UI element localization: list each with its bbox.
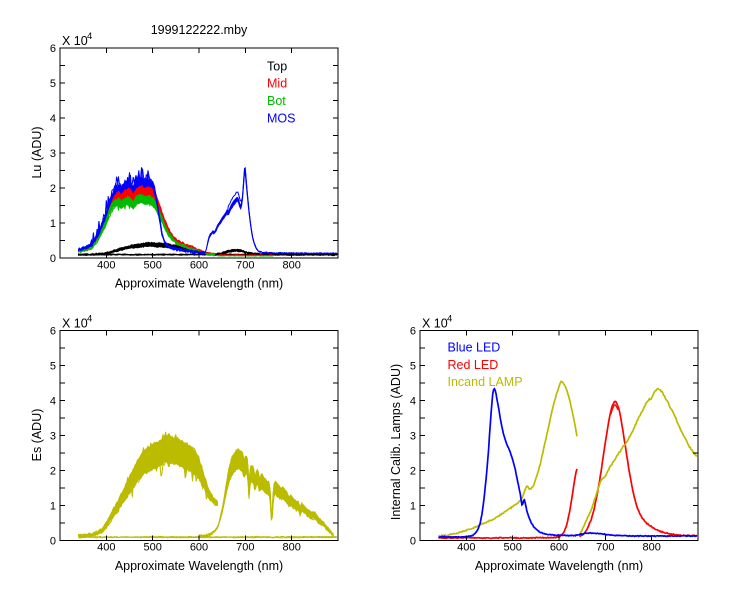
svg-text:Mid: Mid: [267, 77, 287, 91]
svg-text:600: 600: [190, 542, 208, 554]
svg-text:6: 6: [50, 43, 56, 55]
svg-text:0: 0: [410, 535, 416, 547]
svg-text:5: 5: [50, 78, 56, 90]
svg-text:2: 2: [410, 465, 416, 477]
svg-text:1: 1: [50, 218, 56, 230]
svg-text:500: 500: [504, 542, 522, 554]
svg-text:500: 500: [144, 542, 162, 554]
svg-text:1: 1: [50, 500, 56, 512]
svg-text:5: 5: [50, 360, 56, 372]
svg-text:MOS: MOS: [267, 111, 295, 125]
svg-text:X 10: X 10: [62, 34, 88, 48]
svg-text:2: 2: [50, 183, 56, 195]
svg-text:Red LED: Red LED: [448, 358, 499, 372]
svg-text:4: 4: [410, 395, 416, 407]
svg-text:Lu (ADU): Lu (ADU): [30, 126, 44, 178]
svg-text:4: 4: [87, 31, 92, 42]
svg-text:Incand LAMP: Incand LAMP: [448, 375, 523, 389]
svg-text:4: 4: [50, 113, 56, 125]
svg-text:Bot: Bot: [267, 94, 286, 108]
svg-text:3: 3: [410, 430, 416, 442]
svg-text:Approximate Wavelength (nm): Approximate Wavelength (nm): [475, 559, 643, 573]
svg-text:0: 0: [50, 535, 56, 547]
svg-text:4: 4: [50, 395, 56, 407]
svg-text:800: 800: [643, 542, 661, 554]
svg-text:800: 800: [283, 542, 301, 554]
svg-text:700: 700: [236, 259, 254, 271]
svg-text:400: 400: [457, 542, 475, 554]
svg-text:0: 0: [50, 253, 56, 265]
svg-text:2: 2: [50, 465, 56, 477]
svg-text:400: 400: [97, 259, 115, 271]
svg-text:X 10: X 10: [422, 316, 448, 330]
svg-text:Approximate Wavelength (nm): Approximate Wavelength (nm): [115, 277, 283, 291]
svg-text:4: 4: [447, 313, 452, 324]
svg-text:500: 500: [144, 259, 162, 271]
svg-text:600: 600: [190, 259, 208, 271]
svg-text:6: 6: [50, 325, 56, 337]
svg-text:Top: Top: [267, 59, 287, 73]
svg-text:X 10: X 10: [62, 316, 88, 330]
svg-text:Approximate Wavelength (nm): Approximate Wavelength (nm): [115, 559, 283, 573]
svg-text:Blue LED: Blue LED: [448, 341, 501, 355]
svg-text:700: 700: [596, 542, 614, 554]
svg-text:6: 6: [410, 325, 416, 337]
svg-text:400: 400: [97, 542, 115, 554]
svg-text:3: 3: [50, 430, 56, 442]
svg-text:5: 5: [410, 360, 416, 372]
svg-text:Es (ADU): Es (ADU): [30, 409, 44, 462]
svg-text:Internal Calib. Lamps (ADU): Internal Calib. Lamps (ADU): [389, 364, 403, 520]
svg-text:800: 800: [283, 259, 301, 271]
svg-text:4: 4: [87, 313, 92, 324]
svg-text:3: 3: [50, 148, 56, 160]
svg-text:1999122222.mby: 1999122222.mby: [151, 23, 248, 37]
svg-text:700: 700: [236, 542, 254, 554]
svg-text:1: 1: [410, 500, 416, 512]
svg-text:600: 600: [550, 542, 568, 554]
